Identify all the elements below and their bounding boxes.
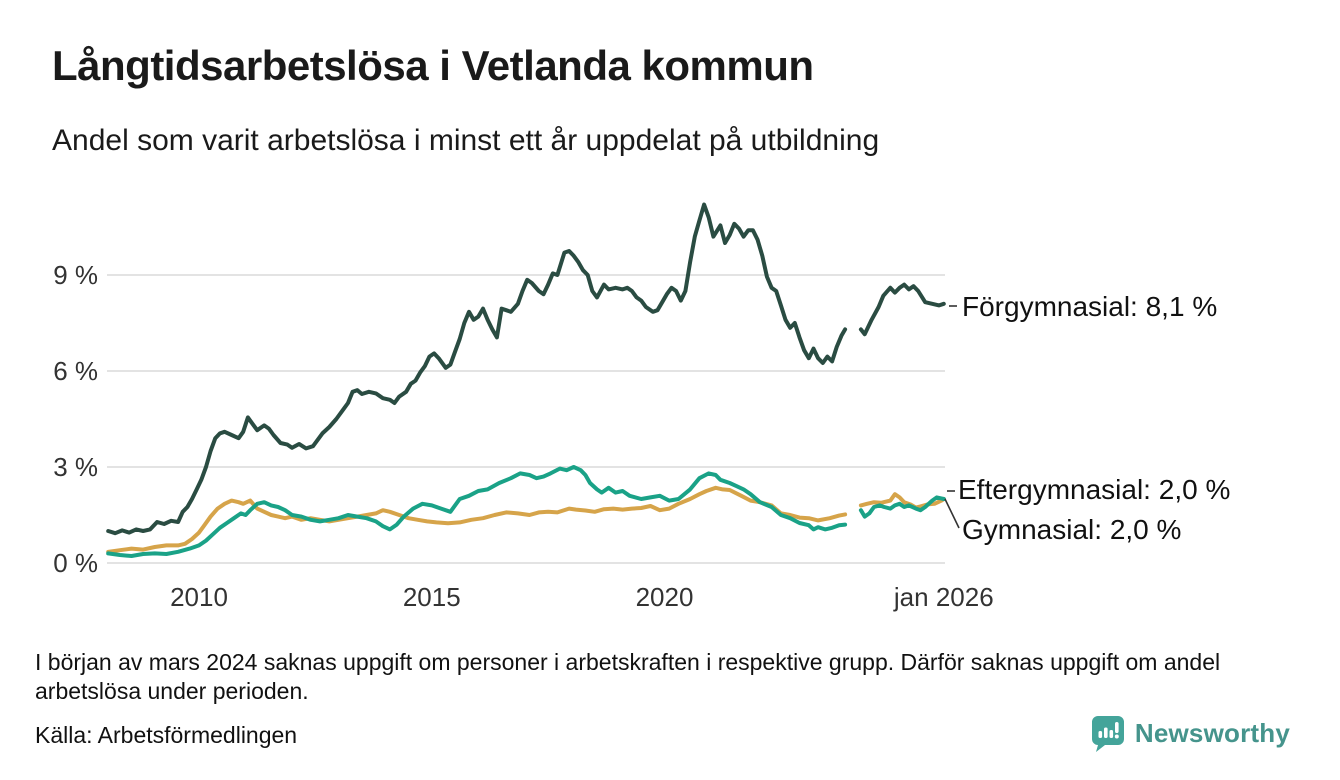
series-label-forgymnasial: Förgymnasial: 8,1 % (962, 291, 1218, 322)
newsworthy-logo-icon (1090, 714, 1126, 752)
newsworthy-logo-text: Newsworthy (1134, 717, 1290, 748)
series-label-eftergymnasial: Eftergymnasial: 2,0 % (958, 474, 1231, 505)
chart-footnote: I början av mars 2024 saknas uppgift om … (35, 649, 1221, 704)
page-subtitle: Andel som varit arbetslösa i minst ett å… (52, 124, 880, 157)
x-tick-label: 2020 (635, 582, 694, 612)
page-title: Långtidsarbetslösa i Vetlanda kommun (52, 42, 814, 89)
y-tick-label: 9 % (53, 260, 98, 290)
y-tick-label: 0 % (53, 548, 98, 578)
y-tick-label: 6 % (53, 356, 98, 386)
x-tick-label: 2010 (170, 582, 228, 612)
newsworthy-logo: Newsworthy (1090, 714, 1290, 752)
x-tick-label: jan 2026 (893, 582, 994, 612)
series-label-gymnasial: Gymnasial: 2,0 % (962, 514, 1182, 545)
y-tick-label: 3 % (53, 452, 98, 482)
x-tick-label: 2015 (402, 582, 461, 612)
source-attribution: Källa: Arbetsförmedlingen (35, 722, 298, 748)
